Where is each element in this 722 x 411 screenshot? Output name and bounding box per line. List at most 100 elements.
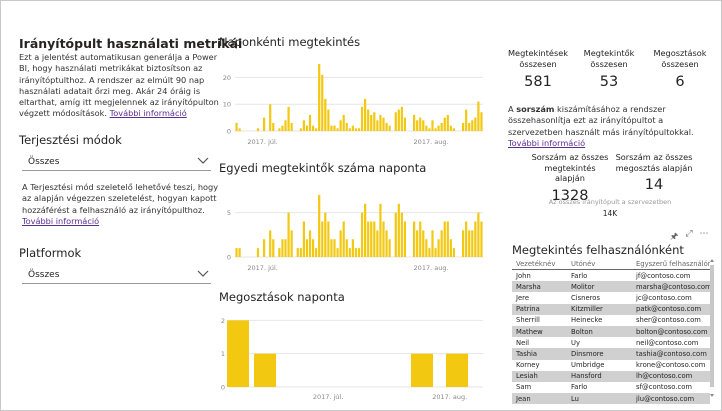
bar — [238, 248, 241, 257]
table-cell: Cisneros — [571, 293, 601, 302]
table-row[interactable]: Jere Cisneros jc@contoso.com — [512, 292, 710, 303]
bar — [419, 117, 422, 131]
bar — [302, 221, 305, 257]
table-row[interactable]: Patrina Kitzmiller patk@contoso.com — [512, 303, 710, 315]
table-cell: Jean — [516, 394, 531, 403]
bar — [315, 128, 318, 131]
bar — [434, 128, 437, 131]
table-row[interactable]: Lesiah Hansford lh@contoso.com — [512, 370, 710, 382]
kpi-total-views: Megtekintések összesen 581 — [506, 48, 570, 90]
bar — [262, 117, 266, 131]
bar — [305, 239, 309, 257]
bar — [397, 109, 400, 131]
distribution-dropdown-value: Összes — [28, 157, 60, 167]
bar — [342, 221, 345, 257]
table-cell: Hansford — [571, 372, 602, 381]
rank-value: 1328 — [551, 187, 589, 204]
bar — [468, 230, 471, 257]
table-cell: marsha@contoso.com — [636, 282, 710, 291]
bar — [315, 248, 318, 257]
bar — [318, 194, 321, 257]
table-cell: patk@contoso.com — [636, 305, 702, 314]
bar — [238, 128, 241, 131]
column-header-lastname[interactable]: Vezetéknév — [516, 259, 556, 268]
bar — [339, 230, 342, 257]
kpi-value: 6 — [675, 74, 685, 90]
bar — [388, 125, 391, 131]
bar — [296, 248, 299, 257]
column-header-firstname[interactable]: Utónév — [571, 259, 596, 268]
views-by-user-table: Vezetéknév Utónév Egyszerű felhasználóné… — [512, 258, 710, 405]
table-row[interactable]: Marsha Molitor marsha@contoso.com — [512, 281, 710, 293]
bar — [278, 128, 281, 131]
report-description: Ezt a jelentést automatikusan generálja … — [19, 52, 219, 120]
y-tick-label: 20 — [223, 74, 231, 82]
table-row[interactable]: John Farlo jf@contoso.com — [512, 270, 710, 281]
table-row[interactable]: Sherrill Heinecke sher@contoso.com — [512, 315, 710, 326]
kpi-total-shares: Megosztások összesen 6 — [648, 48, 712, 90]
bar — [287, 106, 290, 131]
table-cell: Lu — [571, 394, 579, 403]
bar — [461, 122, 465, 131]
bar — [376, 230, 379, 257]
bar — [284, 239, 287, 257]
bar — [419, 221, 422, 257]
table-header: Vezetéknév Utónév Egyszerű felhasználóné… — [512, 258, 710, 270]
table-cell: Dinsmore — [571, 349, 604, 358]
bar — [382, 221, 385, 257]
table-cell: Jere — [516, 293, 530, 302]
table-cell: John — [516, 271, 531, 280]
rank-more-info-link[interactable]: További információ — [508, 137, 586, 148]
bar — [305, 125, 309, 131]
more-options-icon[interactable]: ⋯ — [699, 229, 709, 239]
bar — [382, 117, 385, 131]
bar — [440, 230, 443, 257]
distribution-dropdown[interactable]: Összes — [22, 153, 211, 171]
bar — [290, 230, 293, 257]
table-row[interactable]: Mathew Bolton bolton@contoso.com — [512, 325, 710, 338]
column-header-upn[interactable]: Egyszerű felhasználónév — [636, 259, 710, 268]
pin-icon[interactable]: 🖈 — [670, 232, 679, 242]
expand-icon[interactable]: ⤢ — [685, 229, 693, 239]
kpi-value: 53 — [599, 74, 619, 90]
table-scrollbar[interactable] — [709, 258, 715, 398]
note-more-info-link[interactable]: További információ — [22, 215, 100, 226]
bar — [357, 128, 361, 131]
table-row[interactable]: Neil Uy neil@contoso.com — [512, 337, 710, 348]
table-cell: Mathew — [516, 327, 543, 336]
bar — [416, 120, 419, 131]
bar — [351, 239, 354, 257]
table-cell: Neil — [516, 338, 530, 347]
table-row[interactable]: Tashia Dinsmore tashia@contoso.com — [512, 348, 710, 360]
table-cell: jc@contoso.com — [636, 293, 692, 302]
table-row[interactable]: Sam Farlo sf@contoso.com — [512, 382, 710, 393]
bar — [434, 248, 437, 257]
x-tick-label: 2017. aug. — [432, 393, 467, 401]
kpi-value: 581 — [524, 74, 552, 90]
bar — [425, 239, 428, 257]
bar — [321, 74, 324, 131]
kpi-total-viewers: Megtekintők összesen 53 — [577, 48, 641, 90]
bar — [318, 64, 321, 131]
table-row[interactable]: Korney Umbridge krone@contoso.com — [512, 360, 710, 371]
bar — [373, 221, 376, 257]
platform-dropdown[interactable]: Összes — [22, 266, 211, 284]
y-tick-label: 0 — [221, 384, 225, 392]
bar — [302, 120, 305, 131]
bar — [465, 221, 468, 257]
bar — [269, 104, 272, 131]
bar — [400, 106, 403, 131]
bar — [477, 101, 480, 131]
bar — [287, 212, 290, 257]
note-text: A Terjesztési mód szeletelő lehetővé tes… — [22, 182, 219, 215]
bar — [449, 125, 452, 131]
bar — [321, 221, 324, 257]
shares-chart-title: Megosztások naponta — [219, 290, 345, 304]
bar — [262, 239, 266, 257]
table-row[interactable]: Jean Lu jlu@contoso.com — [512, 393, 710, 405]
more-info-link[interactable]: További információ — [109, 108, 187, 119]
bar — [299, 248, 302, 257]
distribution-slicer-title: Terjesztési módok — [19, 133, 122, 147]
y-tick-label: 5 — [227, 209, 231, 217]
rank-explanation: A sorszám kiszámításához a rendszer össz… — [508, 104, 718, 149]
